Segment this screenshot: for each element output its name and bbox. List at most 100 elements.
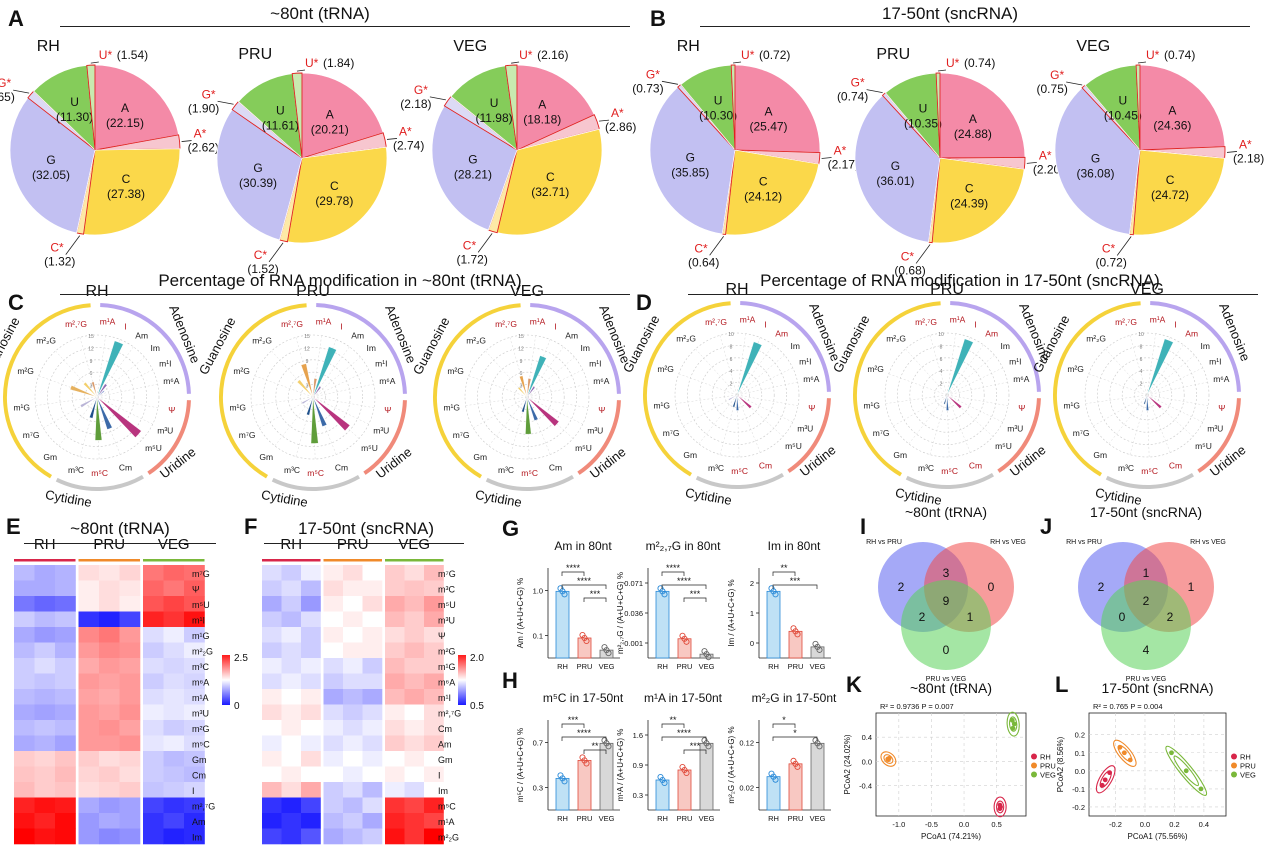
polar-bar (69, 385, 98, 398)
heatmap-cell (385, 782, 405, 798)
polar-axis-label: m⁷G (239, 430, 256, 440)
bar-point (581, 757, 588, 764)
heatmap-cell (78, 580, 100, 597)
heatmap-cell (301, 627, 321, 643)
heatmap-row-label: m²G (438, 646, 456, 656)
polar-ring-uridine (997, 398, 1041, 473)
pie-mod-label: U* (741, 48, 755, 62)
heatmap-cell (99, 689, 120, 705)
bar-point (770, 773, 777, 780)
pcoa-point (1121, 750, 1127, 756)
polar-bar (94, 396, 103, 441)
significance-bracket (583, 749, 607, 754)
polar-grid-circle (47, 347, 147, 447)
heatmap-cell (301, 704, 321, 721)
panel-letter-c: C (8, 290, 24, 315)
heatmap-cell (323, 673, 344, 690)
polar-axis-label: m²₂G (36, 336, 56, 346)
polar-grid-circle (921, 369, 973, 421)
pcoa-x-label: PCoA1 (75.56%) (1127, 832, 1187, 841)
pie-slice-letter: U (490, 96, 499, 110)
bar-y-tick-label: 0.7 (533, 739, 543, 748)
polar-grid-circle (884, 332, 1010, 458)
heatmap-cell (34, 720, 56, 736)
pie-slice-c (83, 148, 181, 236)
heatmap-cell (184, 627, 205, 643)
heatmap-cell (119, 627, 141, 643)
heatmap-row-label: m²,⁷G (192, 801, 215, 811)
heatmap-cell (78, 828, 100, 845)
polar-grid-circle (287, 371, 339, 423)
polar-axis-label: m³U (373, 425, 389, 435)
pie-slice-value: (30.39) (239, 176, 277, 190)
pie-mod-label: C* (1102, 242, 1116, 256)
polar-ring-guanosine (1053, 301, 1141, 477)
heatmap-cell (184, 751, 205, 767)
significance-label: **** (677, 576, 692, 586)
pie-mod-label: C* (50, 241, 64, 255)
panel-a-rule (60, 26, 630, 27)
heatmap-cell (424, 751, 444, 767)
pcoa-frame (1088, 712, 1227, 817)
heatmap-cell (119, 720, 141, 736)
significance-bracket (661, 571, 685, 576)
bar-point (661, 779, 668, 787)
polar-axis-label: Im (1000, 341, 1009, 351)
polar-axis-label: m³U (797, 423, 813, 433)
polar-axis-label: I (974, 320, 976, 330)
polar-bar (526, 386, 536, 398)
heatmap-cell (323, 596, 344, 612)
polar-ring-guanosine (3, 303, 91, 479)
heatmap-row-label: m²₂G (192, 646, 213, 656)
heatmap-cell (281, 813, 302, 829)
pcoa-y-label: PCoA2 (24.02%) (843, 734, 852, 794)
heatmap-cell (362, 704, 383, 721)
polar-axis-label: Gm (43, 452, 57, 462)
heatmap-cell (163, 658, 185, 674)
polar-spoke (946, 381, 1008, 396)
polar-tick-label: 15 (304, 334, 310, 340)
panel-b-title: 17-50nt (sncRNA) (881, 4, 1019, 23)
heatmap-cell (343, 813, 363, 829)
pie-leader-line (599, 119, 610, 122)
polar-axis-label: Ψ (168, 405, 175, 415)
pie-slice-g (649, 86, 736, 235)
heatmap-cell (323, 735, 344, 752)
pie-leader-line (1116, 236, 1132, 256)
heatmap-cell (323, 611, 344, 628)
pie-mod-value: (1.72) (456, 252, 487, 266)
polar-ring-label: Cytidine (260, 487, 309, 510)
pie-leader-line (477, 233, 493, 253)
heatmap-row-label: m³C (438, 584, 455, 594)
polar-bar (96, 383, 108, 398)
bar-point (772, 591, 779, 598)
panel-letter-j: J (1040, 514, 1053, 539)
pie-slice-c (1132, 149, 1226, 236)
heatmap-column-label: VEG (158, 536, 190, 553)
pcoa-legend-label: VEG (1040, 771, 1056, 780)
pcoa-legend-label: PRU (1040, 762, 1056, 771)
pcoa-y-label: PCoA2 (8.56%) (1056, 736, 1065, 792)
polar-spoke (885, 394, 948, 404)
heatmap-cell (163, 704, 185, 721)
heatmap-cell (14, 735, 35, 752)
heatmap-cell (163, 565, 185, 581)
bar-y-tick-label: 1 (750, 609, 754, 618)
pie-leader-line (661, 80, 679, 85)
pie-slice-value: (10.35) (904, 116, 942, 130)
bar-y-tick-label: 0.02 (739, 784, 754, 793)
bar-point (816, 743, 823, 750)
polar-tick-label: 4 (1140, 369, 1143, 375)
bar-point (603, 647, 610, 654)
polar-bar (525, 396, 532, 435)
polar-ring-uridine (363, 400, 407, 475)
pie-mod-value: (2.86) (605, 120, 636, 134)
heatmap-cell (281, 720, 302, 736)
significance-label: *** (790, 576, 801, 586)
pcoa-legend-marker (1231, 762, 1237, 769)
polar-axis-label: Cm (759, 460, 772, 470)
bar-y-tick-label: 0.9 (633, 761, 643, 770)
panel-e-rule (24, 543, 216, 544)
heatmap-row-label: m⁵U (192, 600, 210, 610)
